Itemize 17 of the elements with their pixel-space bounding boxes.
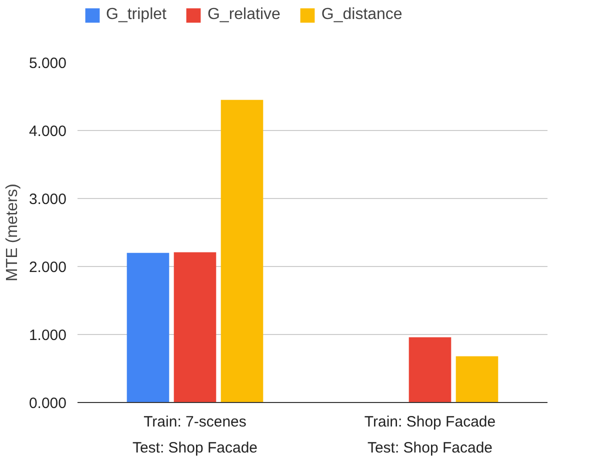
bar [220, 100, 264, 402]
bar [408, 337, 452, 402]
legend-label: G_relative [207, 6, 280, 24]
y-tick-label: 2.000 [28, 259, 67, 276]
legend-label: G_distance [321, 6, 402, 24]
y-tick-label: 4.000 [28, 123, 67, 140]
y-tick-label: 5.000 [28, 55, 67, 72]
bar [174, 252, 216, 402]
y-tick-label: 0.000 [28, 395, 67, 412]
category-label: Train: 7-scenes Test: Shop Facade [132, 414, 258, 456]
category-label: Train: Shop Facade Test: Shop Facade [364, 414, 496, 456]
bar [126, 252, 170, 402]
y-tick-label: 1.000 [28, 327, 67, 344]
legend-label: G_triplet [106, 6, 166, 24]
y-axis-title: MTE (meters) [4, 184, 21, 282]
bar [456, 356, 498, 402]
y-tick-label: 3.000 [28, 191, 67, 208]
